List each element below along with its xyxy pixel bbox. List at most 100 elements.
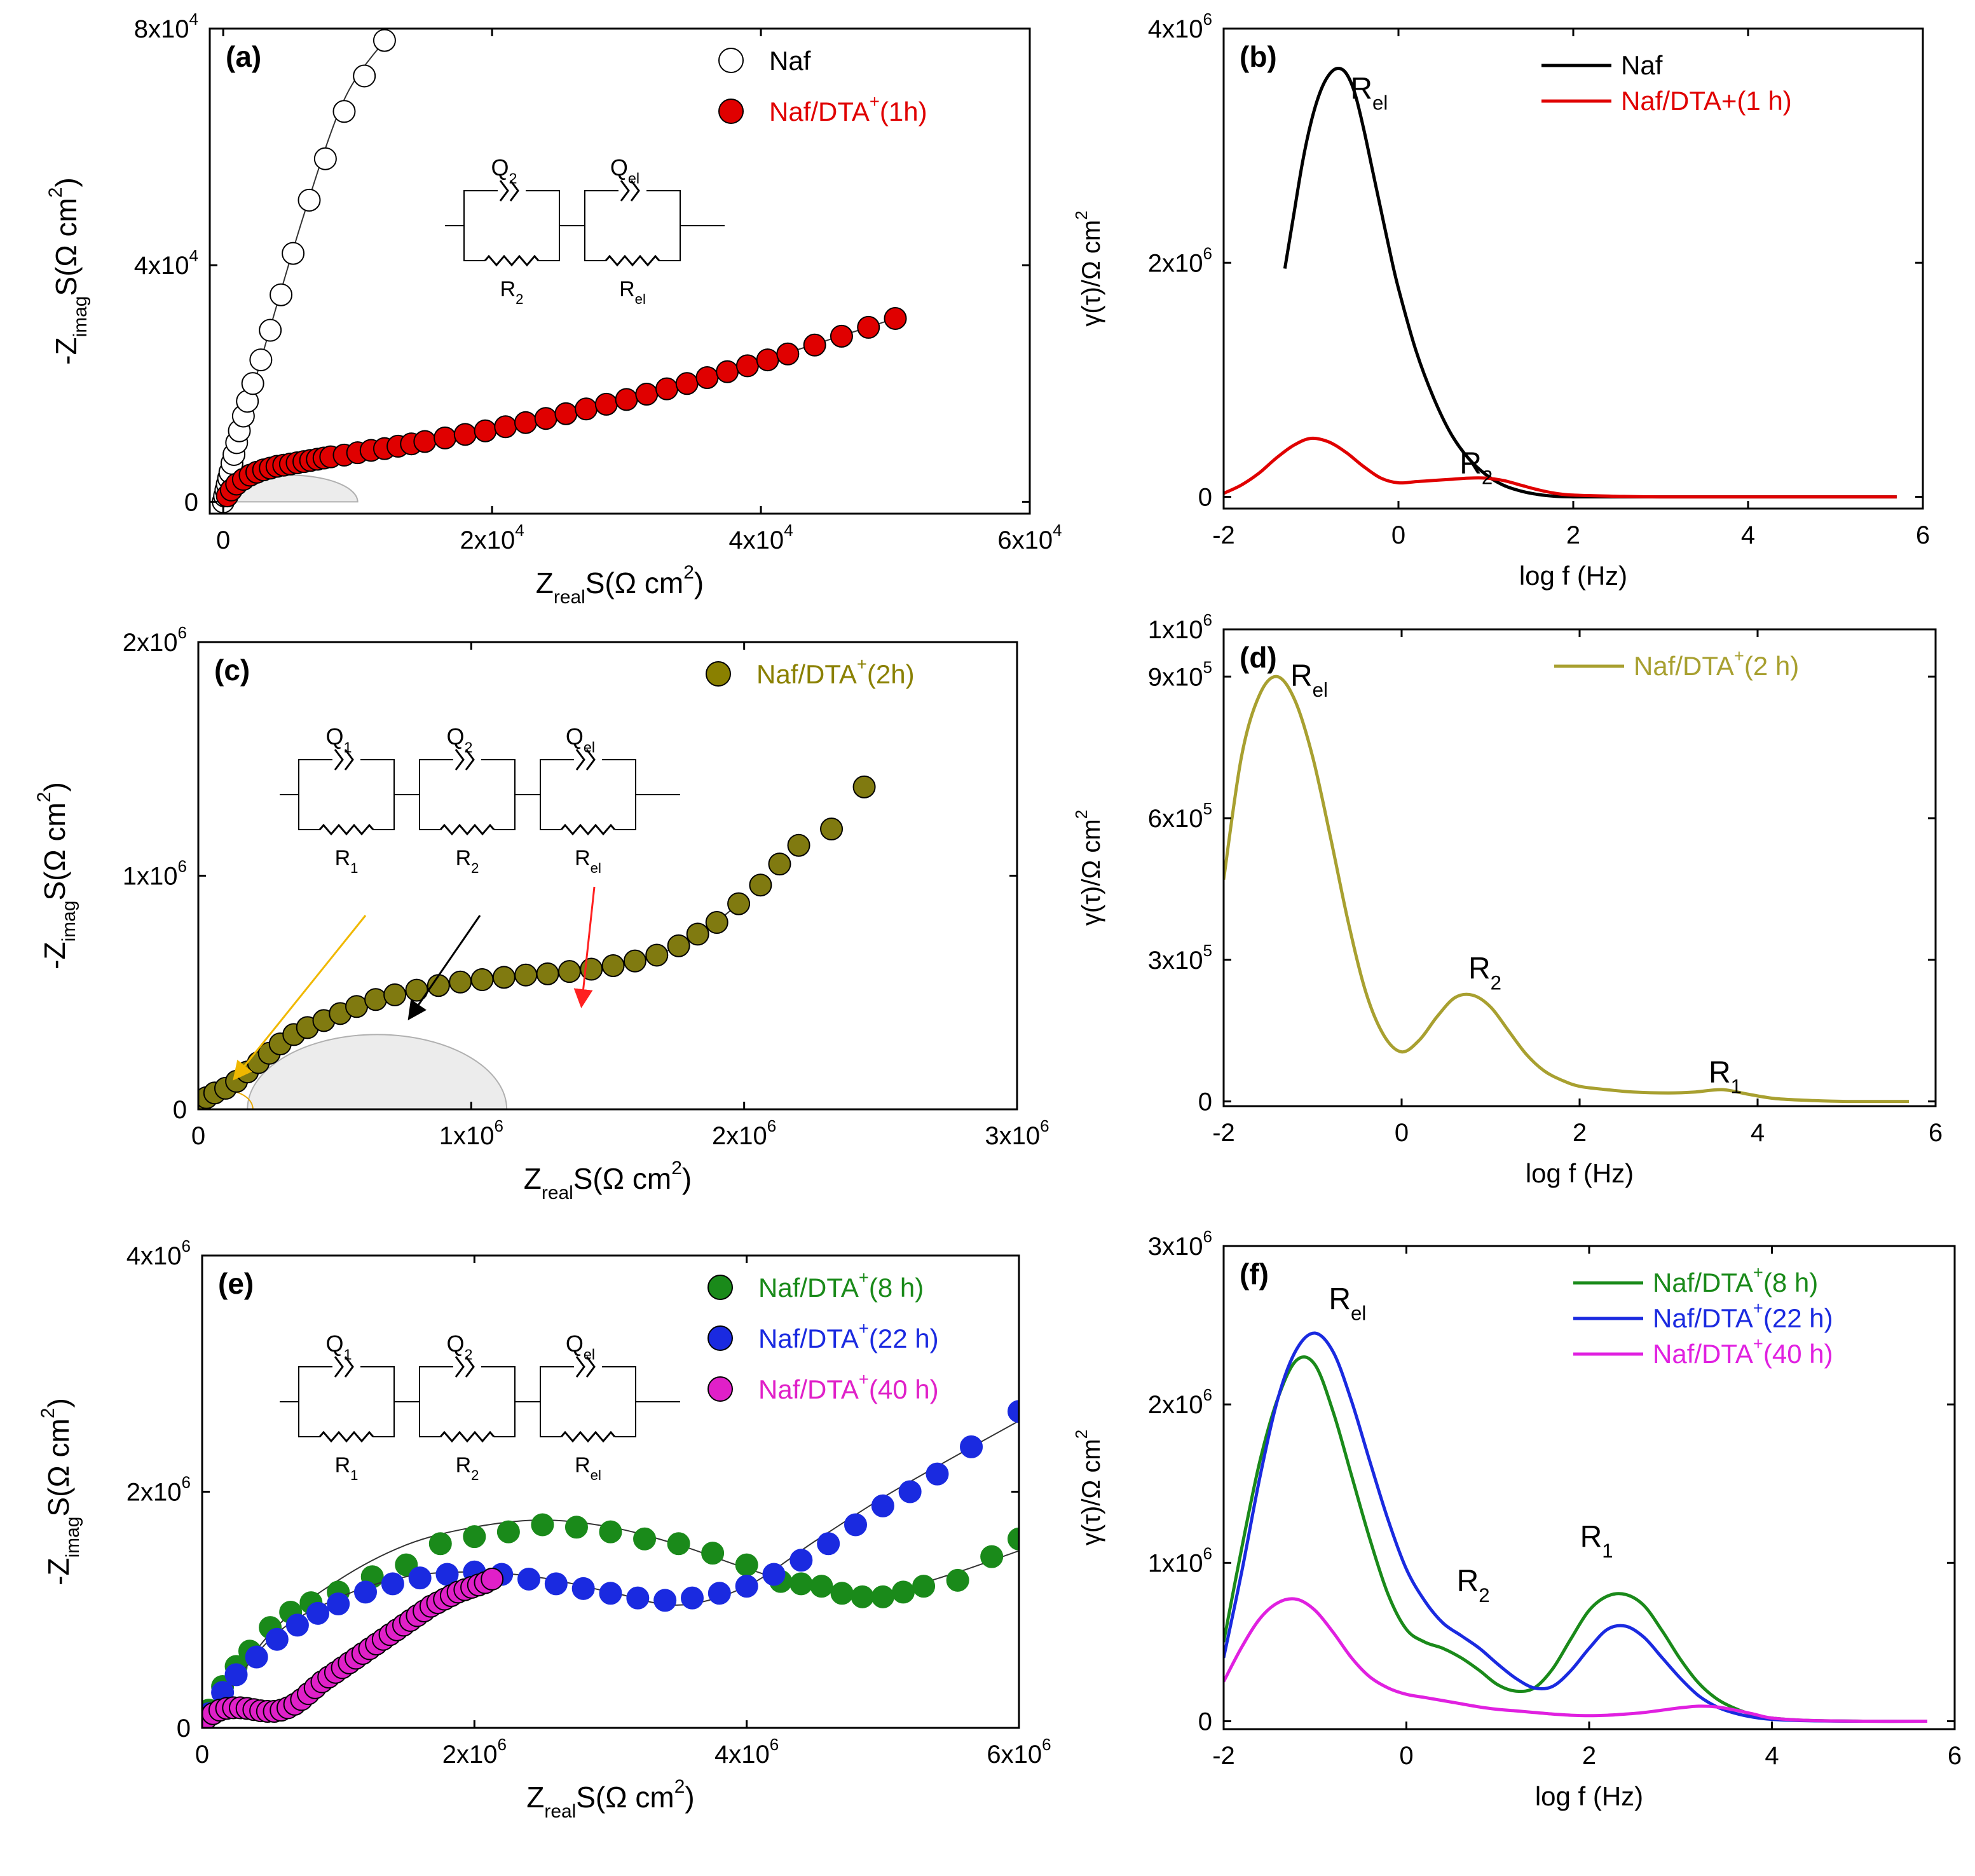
peak-label: R2​ [1457,1564,1490,1606]
cpe-symbol-icon [620,180,640,202]
data-point [599,1520,622,1544]
data-point [327,1592,350,1615]
x-tick-label: 0 [1399,1742,1413,1770]
x-tick-label: 4x104​ [728,521,793,554]
y-tick-label: 2x106​ [1148,243,1212,277]
data-point [960,1435,983,1458]
data-point [383,983,407,1006]
x-tick-label: 2 [1566,521,1580,549]
data-point [354,1580,377,1604]
data-point [554,402,578,425]
x-tick-label: 6 [1916,521,1930,549]
data-point [601,954,625,977]
x-tick-label: 0 [195,1741,209,1769]
data-point [980,1545,1004,1568]
y-tick-label: 0 [1198,1708,1212,1736]
y-tick-label: 0 [173,1096,187,1124]
data-point [531,1513,554,1537]
data-point [496,1520,520,1544]
legend-label: Naf/DTA+​(2h) [756,654,915,689]
data-point [787,833,810,857]
resistor-symbol-icon [605,254,660,267]
panel-label: (c) [214,654,250,687]
data-point [762,1563,786,1586]
y-tick-label: 9x105​ [1148,657,1212,691]
x-axis-label: log f (Hz) [1535,1781,1643,1811]
legend-marker [718,48,744,73]
data-point [224,1663,248,1687]
circuit-branch [419,759,516,830]
data-point [810,1575,833,1598]
y-tick-label: 0 [177,1715,191,1742]
circuit-q-label: Q1​ [325,723,352,756]
x-tick-label: 2 [1573,1119,1587,1147]
peak-label: Rel​ [1329,1283,1366,1325]
plot-area [212,29,907,514]
panel-label: (d) [1240,641,1277,674]
y-tick-label: 0 [184,488,198,516]
data-point [463,1525,486,1549]
x-tick-label: 4 [1741,521,1755,549]
data-point [249,348,273,372]
circuit-q-label: Q2​ [446,723,472,756]
cpe-symbol-icon [454,1356,475,1378]
y-tick-label: 1x106​ [1148,610,1212,644]
y-tick-label: 4x106​ [1148,10,1212,43]
y-axis-label: γ(τ)/Ω cm2​ [1072,1430,1105,1545]
data-point [645,943,669,967]
peak-label: R2​ [1468,952,1501,994]
data-point [635,383,659,406]
data-point [453,423,477,446]
series-line-1 [1224,436,1897,499]
circuit-r-label: R2​ [500,277,524,307]
cpe-symbol-icon [334,749,354,770]
y-tick-label: 1x106​ [123,857,187,891]
data-point [768,852,791,876]
data-point [575,397,598,421]
data-point [470,968,494,992]
data-point [517,1567,540,1591]
data-point [270,283,293,306]
x-tick-label: 6x104​ [997,521,1062,554]
data-point [701,1542,725,1565]
data-point [912,1575,936,1598]
data-point [844,1513,867,1537]
data-point [946,1568,969,1592]
series-line-0 [1283,66,1897,499]
panel-c-nyquist-2h: 0 1x106​ 2x106​ 3x106​ 0 1x106​ 2x106​ Zreal​S(… [34,623,1049,1203]
legend-label: Naf/DTA+(1 h) [1621,86,1792,116]
legend-label: Naf/DTA+​(8 h) [758,1268,924,1303]
circuit-r-label: R2​ [456,1453,479,1483]
cpe-gap [618,183,646,198]
data-point [492,966,516,989]
cpe-symbol-icon [334,1356,354,1378]
x-tick-label: 0 [1391,521,1405,549]
x-tick-label: -2 [1212,1742,1235,1770]
data-point [571,1577,595,1600]
y-axis-label: -Zimag​S(Ω cm2​) [34,782,79,969]
data-point [735,1553,758,1577]
data-point [830,1582,854,1605]
resistor-symbol-icon [484,254,540,267]
cpe-gap [453,1359,481,1374]
y-tick-label: 6x105​ [1148,799,1212,833]
x-tick-label: 0 [216,526,230,554]
cpe-symbol-icon [499,180,519,202]
x-tick-label: -2 [1212,1119,1235,1147]
data-point [599,1582,622,1605]
data-point [1008,1527,1019,1551]
data-point [615,388,638,411]
legend-label: Naf/DTA+​(40 h) [1653,1334,1833,1369]
y-axis-label-group: γ(τ)/Ω cm2​ [1072,210,1105,326]
x-axis-label: log f (Hz) [1519,561,1627,591]
series-line-1 [1224,1331,1927,1723]
data-point [265,1627,289,1651]
x-tick-label: 6 [1948,1742,1962,1770]
y-tick-label: 2x106​ [123,623,187,657]
legend-marker [707,1275,733,1300]
data-point [852,775,876,798]
data-point [633,1527,657,1551]
cpe-gap [574,752,602,767]
